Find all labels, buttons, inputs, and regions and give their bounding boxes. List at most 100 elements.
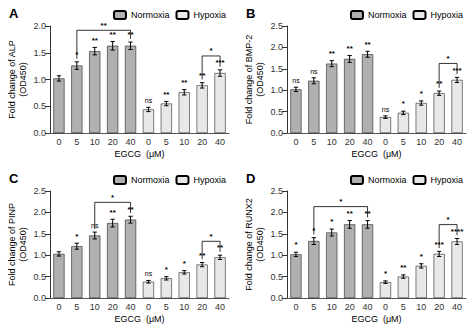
svg-text:Normoxia: Normoxia (368, 10, 407, 20)
svg-text:5: 5 (311, 137, 316, 147)
svg-text:**: ** (127, 205, 134, 214)
svg-text:2.5: 2.5 (270, 21, 283, 31)
svg-text:20: 20 (197, 137, 207, 147)
svg-text:10: 10 (416, 137, 426, 147)
svg-text:*: * (420, 252, 424, 261)
svg-text:Normoxia: Normoxia (368, 175, 407, 185)
svg-text:1.0: 1.0 (270, 250, 283, 260)
svg-text:2.0: 2.0 (270, 207, 283, 217)
svg-text:5: 5 (164, 137, 169, 147)
svg-text:20: 20 (108, 137, 118, 147)
svg-text:0: 0 (293, 302, 298, 312)
svg-text:2.5: 2.5 (270, 186, 283, 196)
svg-text:**: ** (347, 44, 354, 53)
svg-text:*: * (447, 54, 451, 63)
svg-text:10: 10 (327, 137, 337, 147)
svg-text:ns: ns (310, 68, 318, 75)
svg-text:40: 40 (452, 137, 462, 147)
svg-text:2.0: 2.0 (33, 207, 46, 217)
svg-text:**: ** (436, 79, 443, 88)
svg-text:0.5: 0.5 (270, 107, 283, 117)
svg-text:**: ** (127, 30, 134, 39)
svg-text:0.5: 0.5 (33, 272, 46, 282)
svg-text:(OD450): (OD450) (255, 62, 265, 97)
svg-text:(OD450): (OD450) (18, 62, 28, 97)
svg-text:0.0: 0.0 (270, 128, 283, 138)
svg-text:5: 5 (311, 302, 316, 312)
svg-text:5: 5 (164, 302, 169, 312)
svg-text:Normoxia: Normoxia (131, 175, 170, 185)
svg-text:20: 20 (108, 302, 118, 312)
svg-text:Hypoxia: Hypoxia (193, 175, 226, 185)
svg-text:1.0: 1.0 (33, 75, 46, 85)
svg-text:*: * (447, 215, 451, 224)
svg-text:EGCG (μM): EGCG (μM) (351, 314, 401, 324)
svg-text:20: 20 (345, 137, 355, 147)
svg-text:**: ** (217, 243, 224, 252)
svg-text:****: **** (451, 227, 464, 236)
svg-text:C: C (9, 171, 19, 186)
svg-text:0.0: 0.0 (270, 293, 283, 303)
svg-text:ns: ns (145, 270, 153, 277)
svg-text:1.5: 1.5 (33, 229, 46, 239)
svg-text:ns: ns (382, 106, 390, 113)
svg-text:Hypoxia: Hypoxia (193, 10, 226, 20)
svg-text:1.5: 1.5 (270, 64, 283, 74)
svg-text:*: * (75, 232, 79, 241)
svg-text:5: 5 (74, 137, 79, 147)
svg-text:Hypoxia: Hypoxia (430, 175, 463, 185)
svg-text:0: 0 (146, 302, 151, 312)
svg-text:Fold change of ALP: Fold change of ALP (7, 40, 17, 119)
svg-text:D: D (246, 171, 255, 186)
svg-text:0: 0 (56, 302, 61, 312)
svg-text:*: * (402, 99, 406, 108)
svg-text:20: 20 (434, 302, 444, 312)
svg-text:**: ** (199, 71, 206, 80)
svg-text:0: 0 (146, 137, 151, 147)
svg-text:10: 10 (179, 137, 189, 147)
svg-text:0: 0 (293, 137, 298, 147)
svg-text:*: * (165, 265, 169, 274)
svg-text:A: A (9, 6, 19, 21)
svg-text:**: ** (110, 208, 117, 217)
svg-text:***: *** (452, 66, 462, 75)
svg-text:40: 40 (452, 302, 462, 312)
svg-text:40: 40 (363, 302, 373, 312)
svg-text:2.0: 2.0 (33, 21, 46, 31)
svg-text:*: * (183, 259, 187, 268)
svg-text:ns: ns (292, 77, 300, 84)
svg-text:**: ** (110, 30, 117, 39)
svg-text:0.0: 0.0 (33, 128, 46, 138)
svg-text:*: * (111, 193, 115, 202)
svg-text:40: 40 (363, 137, 373, 147)
svg-text:*: * (210, 232, 214, 241)
svg-text:0: 0 (56, 137, 61, 147)
svg-text:*: * (210, 46, 214, 55)
svg-text:Fold change of PINP: Fold change of PINP (7, 203, 17, 286)
svg-text:**: ** (199, 251, 206, 260)
svg-text:1.5: 1.5 (33, 48, 46, 58)
svg-text:***: *** (215, 58, 225, 67)
svg-text:(OD450): (OD450) (255, 227, 265, 262)
svg-text:5: 5 (401, 137, 406, 147)
svg-text:0: 0 (383, 137, 388, 147)
svg-text:*: * (330, 217, 334, 226)
svg-text:10: 10 (90, 302, 100, 312)
svg-text:40: 40 (126, 302, 136, 312)
svg-text:*: * (75, 50, 79, 59)
svg-text:40: 40 (126, 137, 136, 147)
svg-text:EGCG (μM): EGCG (μM) (114, 149, 164, 159)
svg-text:0: 0 (383, 302, 388, 312)
svg-text:10: 10 (90, 137, 100, 147)
svg-text:Fold change of BMP-2: Fold change of BMP-2 (244, 35, 254, 125)
svg-text:1.0: 1.0 (33, 250, 46, 260)
svg-text:EGCG (μM): EGCG (μM) (351, 149, 401, 159)
svg-text:**: ** (101, 21, 108, 30)
svg-text:2.0: 2.0 (270, 42, 283, 52)
svg-text:Fold change of RUNX2: Fold change of RUNX2 (244, 198, 254, 291)
svg-text:2.5: 2.5 (33, 186, 46, 196)
svg-text:***: *** (434, 240, 444, 249)
svg-text:**: ** (347, 209, 354, 218)
svg-text:*: * (294, 240, 298, 249)
svg-text:**: ** (92, 36, 99, 45)
